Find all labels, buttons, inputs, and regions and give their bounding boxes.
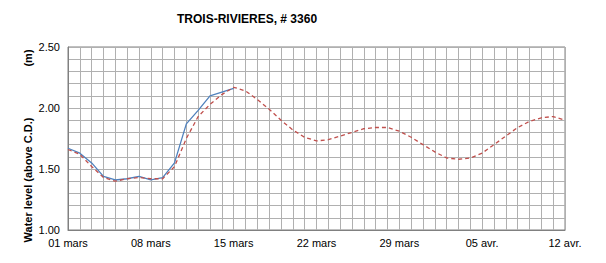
- svg-text:05 avr.: 05 avr.: [466, 237, 499, 249]
- svg-text:01 mars: 01 mars: [48, 237, 88, 249]
- svg-text:29 mars: 29 mars: [379, 237, 419, 249]
- svg-text:08 mars: 08 mars: [131, 237, 171, 249]
- svg-text:TROIS-RIVIERES, # 3360: TROIS-RIVIERES, # 3360: [177, 12, 317, 26]
- svg-text:2.50: 2.50: [39, 41, 60, 53]
- svg-text:1.50: 1.50: [39, 163, 60, 175]
- svg-text:Water level (above C.D.): Water level (above C.D.): [22, 117, 34, 242]
- svg-text:15 mars: 15 mars: [214, 237, 254, 249]
- svg-text:12 avr.: 12 avr.: [548, 237, 581, 249]
- svg-text:22 mars: 22 mars: [297, 237, 337, 249]
- svg-text:(m): (m): [22, 49, 34, 66]
- svg-text:1.00: 1.00: [39, 224, 60, 236]
- svg-text:2.00: 2.00: [39, 102, 60, 114]
